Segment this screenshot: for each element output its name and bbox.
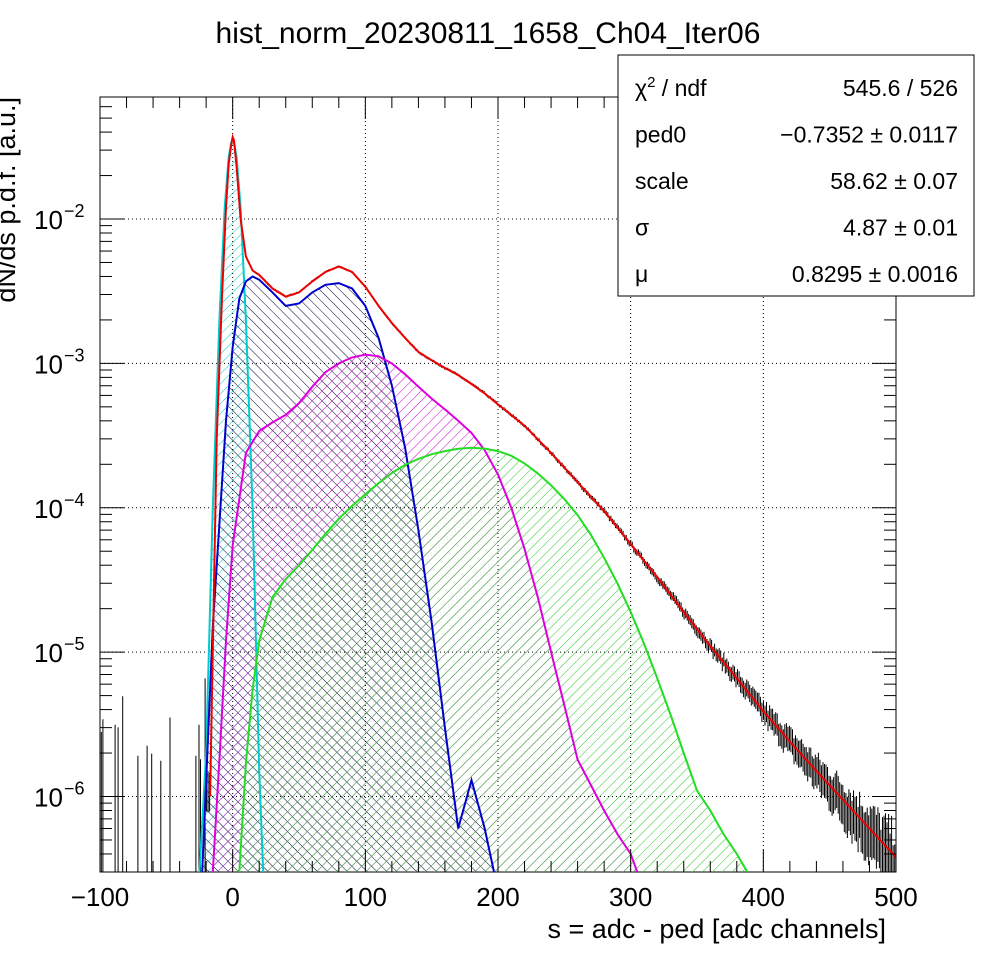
y-axis-title: dN/ds p.d.f. [a.u.] bbox=[0, 97, 21, 303]
x-tick-label: 300 bbox=[609, 882, 652, 912]
stat-value: 545.6 / 526 bbox=[843, 75, 958, 101]
y-tick-label: 10 −2 bbox=[34, 201, 85, 235]
stat-value: 0.8295 ± 0.0016 bbox=[792, 261, 958, 287]
stat-value: −0.7352 ± 0.0117 bbox=[780, 122, 958, 148]
y-tick-label: 10 −6 bbox=[34, 779, 85, 813]
stat-label: scale bbox=[635, 168, 689, 194]
x-tick-label: 0 bbox=[225, 882, 239, 912]
x-tick-label: 200 bbox=[476, 882, 519, 912]
stat-label: μ bbox=[635, 261, 648, 287]
x-tick-label: 100 bbox=[344, 882, 387, 912]
stat-label-rest: / ndf bbox=[655, 75, 707, 101]
fit-curve-4 bbox=[238, 446, 749, 872]
x-tick-label: −100 bbox=[71, 882, 130, 912]
y-tick-label: 10 −4 bbox=[34, 490, 85, 524]
fit-curve-3 bbox=[211, 353, 639, 872]
stat-value: 58.62 ± 0.07 bbox=[830, 168, 958, 194]
component-fill-4 bbox=[239, 447, 748, 872]
stat-value: 4.87 ± 0.01 bbox=[843, 215, 958, 241]
y-tick-base: 10 bbox=[34, 638, 63, 668]
stat-label: σ bbox=[635, 215, 649, 241]
x-axis-title: s = adc - ped [adc channels] bbox=[548, 914, 886, 944]
chart-title: hist_norm_20230811_1658_Ch04_Iter06 bbox=[216, 17, 761, 50]
x-tick-label: 400 bbox=[742, 882, 785, 912]
y-tick-exponent: −5 bbox=[64, 634, 85, 654]
y-tick-base: 10 bbox=[34, 205, 63, 235]
y-tick-exponent: −3 bbox=[64, 345, 85, 365]
component-fills bbox=[199, 138, 748, 872]
y-tick-base: 10 bbox=[34, 349, 63, 379]
stat-label: ped0 bbox=[635, 122, 686, 148]
stat-label: χ2 / ndf bbox=[635, 74, 707, 101]
y-tick-exponent: −6 bbox=[64, 779, 85, 799]
y-tick-base: 10 bbox=[34, 783, 63, 813]
stat-label-sup: 2 bbox=[647, 74, 655, 91]
x-tick-label: 500 bbox=[874, 882, 917, 912]
fit-curve-5 bbox=[209, 133, 896, 858]
y-tick-label: 10 −3 bbox=[34, 345, 85, 379]
y-tick-base: 10 bbox=[34, 494, 63, 524]
y-tick-exponent: −4 bbox=[64, 490, 85, 510]
fit-curve-2 bbox=[201, 275, 495, 872]
y-tick-label: 10 −5 bbox=[34, 634, 85, 668]
y-tick-exponent: −2 bbox=[64, 201, 85, 221]
fit-curves bbox=[198, 133, 896, 872]
fit-stats-box: χ2 / ndf 545.6 / 526 ped0 −0.7352 ± 0.0117 s… bbox=[617, 54, 975, 297]
